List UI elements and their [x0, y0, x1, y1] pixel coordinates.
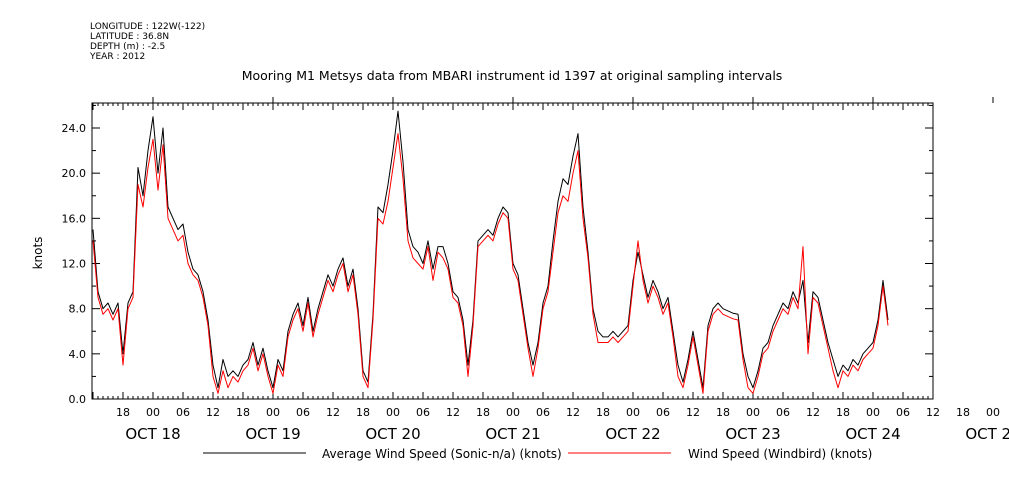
x-hour-label: 06	[896, 406, 910, 419]
x-day-label: OCT 22	[605, 425, 660, 443]
x-hour-label: 00	[146, 406, 160, 419]
chart-title: Mooring M1 Metsys data from MBARI instru…	[242, 68, 783, 83]
meta-longitude: LONGITUDE : 122W(-122)	[90, 22, 205, 32]
x-hour-label: 00	[266, 406, 280, 419]
y-tick-label: 8.0	[69, 303, 87, 316]
series-line-windbird	[92, 133, 889, 394]
x-hour-label: 18	[956, 406, 970, 419]
x-hour-label: 00	[386, 406, 400, 419]
x-hour-label: 00	[866, 406, 880, 419]
x-hour-label: 18	[476, 406, 490, 419]
legend-label-sonic: Average Wind Speed (Sonic-n/a) (knots)	[322, 447, 562, 461]
x-day-label: OCT 19	[245, 425, 300, 443]
series-line-sonic	[92, 110, 889, 389]
series-lines	[92, 110, 889, 394]
x-hour-label: 18	[356, 406, 370, 419]
x-day-label: OCT 25	[965, 425, 1009, 443]
meta-depth: DEPTH (m) : -2.5	[90, 42, 165, 52]
x-hour-label: 06	[176, 406, 190, 419]
x-hour-label: 00	[506, 406, 520, 419]
x-day-label: OCT 24	[845, 425, 900, 443]
x-hour-label: 00	[986, 406, 1000, 419]
legend: Average Wind Speed (Sonic-n/a) (knots) W…	[203, 447, 872, 461]
x-hour-label: 06	[536, 406, 550, 419]
x-hour-label: 18	[716, 406, 730, 419]
x-day-label: OCT 23	[725, 425, 780, 443]
meta-year: YEAR : 2012	[89, 52, 145, 62]
meta-latitude: LATITUDE : 36.8N	[90, 32, 169, 42]
x-hour-label: 18	[116, 406, 130, 419]
legend-label-windbird: Wind Speed (Windbird) (knots)	[688, 447, 872, 461]
x-hour-label: 06	[656, 406, 670, 419]
y-tick-label: 0.0	[69, 393, 87, 406]
y-axis-label: knots	[31, 237, 45, 270]
x-hour-label: 12	[926, 406, 940, 419]
x-hour-label: 06	[776, 406, 790, 419]
x-hour-label: 00	[746, 406, 760, 419]
x-hour-label: 18	[596, 406, 610, 419]
x-hour-label: 12	[566, 406, 580, 419]
x-hour-label: 00	[626, 406, 640, 419]
x-hour-label: 18	[236, 406, 250, 419]
y-tick-label: 12.0	[62, 258, 87, 271]
x-hour-label: 18	[836, 406, 850, 419]
y-tick-label: 4.0	[69, 348, 87, 361]
x-hour-label: 12	[326, 406, 340, 419]
y-tick-label: 24.0	[62, 122, 87, 135]
x-day-label: OCT 21	[485, 425, 540, 443]
y-tick-label: 20.0	[62, 167, 87, 180]
axis-ticks: 0.0 4.0 8.0 12.0 16.0 20.0 24.0 18 00 06 12 18 00 06 1…	[62, 97, 1009, 443]
plot-frame	[91, 102, 934, 400]
x-day-label: OCT 20	[365, 425, 420, 443]
x-hour-label: 12	[206, 406, 220, 419]
x-hour-label: 12	[686, 406, 700, 419]
x-hour-label: 06	[416, 406, 430, 419]
x-hour-label: 12	[806, 406, 820, 419]
x-day-label: OCT 18	[125, 425, 180, 443]
x-hour-label: 06	[296, 406, 310, 419]
x-hour-label: 12	[446, 406, 460, 419]
y-tick-label: 16.0	[62, 212, 87, 225]
